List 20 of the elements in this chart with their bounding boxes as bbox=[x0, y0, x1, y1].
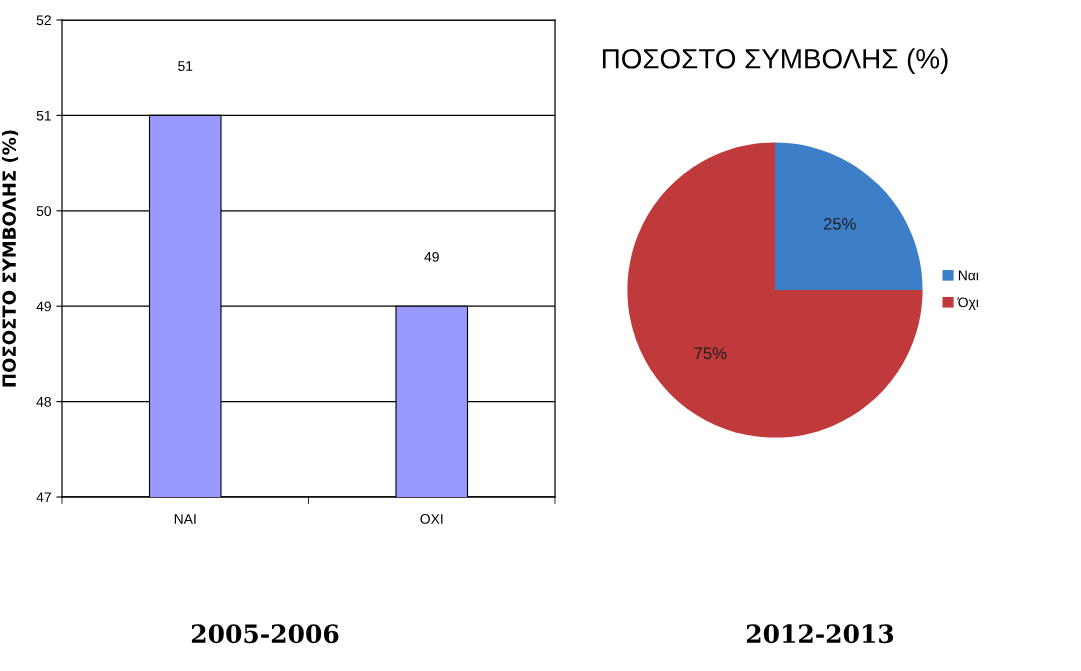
data-label: 49 bbox=[424, 251, 439, 262]
chart-title: ΠΟΣΟΣΤΟ ΣΥΜΒΟΛΗΣ (%) bbox=[602, 48, 948, 75]
y-tick-label: 49 bbox=[36, 301, 51, 312]
y-tick-label: 48 bbox=[36, 396, 51, 407]
data-label: 51 bbox=[178, 61, 193, 71]
y-tick-label: 52 bbox=[36, 15, 51, 26]
text: 2012-2013 bbox=[746, 624, 894, 644]
y-axis-title: ΠΟΣΟΣΤΟ ΣΥΜΒΟΛΗΣ (%) bbox=[2, 130, 19, 387]
x-tick-label: ΟΧΙ bbox=[420, 514, 443, 524]
legend-label: Όχι bbox=[957, 297, 979, 310]
data-label: 25% bbox=[823, 217, 856, 230]
y-tick-label: 47 bbox=[36, 492, 51, 503]
data-label: 75% bbox=[694, 347, 727, 360]
pie-slice bbox=[775, 142, 923, 290]
x-tick-label: ΝΑΙ bbox=[174, 514, 196, 524]
y-tick-label: 51 bbox=[36, 110, 51, 121]
text: 2005-2006 bbox=[191, 624, 339, 644]
y-tick-label: 50 bbox=[36, 206, 52, 216]
legend-label: Ναι bbox=[958, 270, 979, 281]
pie-slice bbox=[627, 142, 923, 438]
